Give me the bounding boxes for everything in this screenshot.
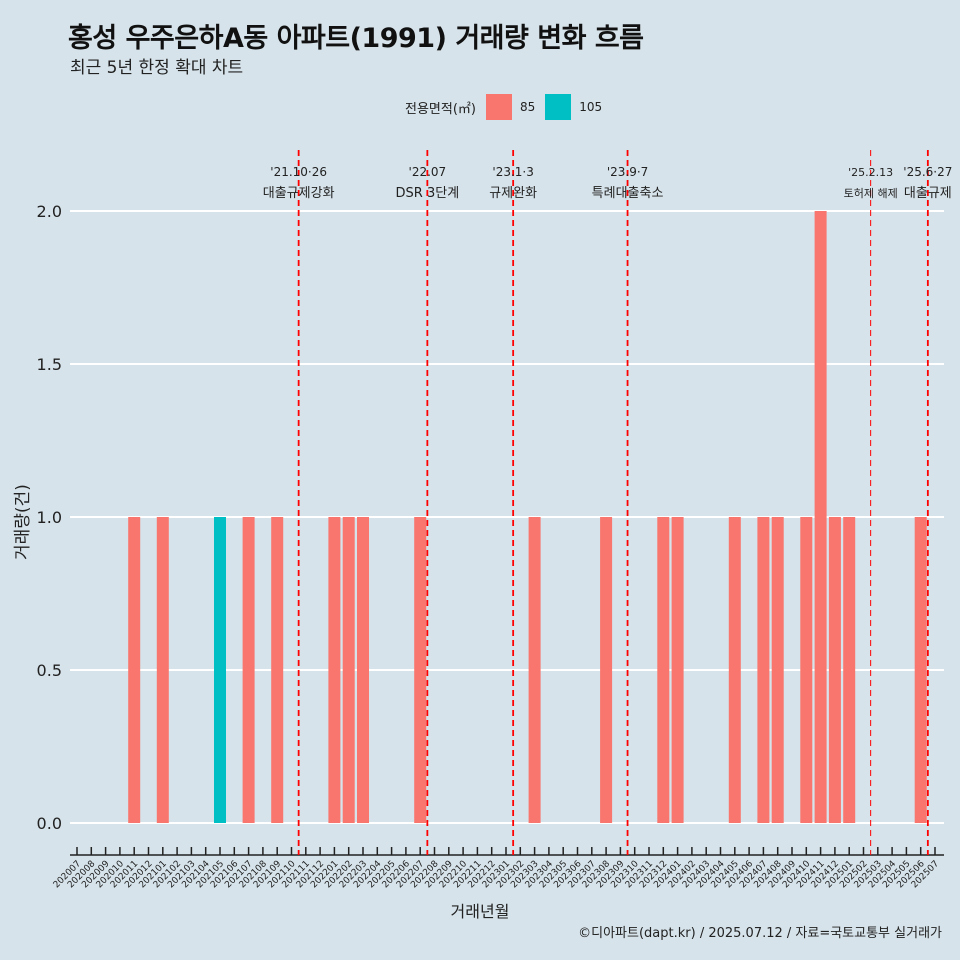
bar-85-202011	[128, 517, 141, 823]
event-date: '25.6·27	[903, 165, 952, 179]
bar-85-202405	[728, 517, 741, 823]
y-axis-label: 거래량(건)	[13, 484, 33, 560]
legend-label-105: 105	[579, 100, 603, 114]
event-label: 대출규제	[904, 186, 952, 201]
bar-85-202107	[242, 517, 255, 823]
bar-85-202201	[328, 517, 341, 823]
event-date: '23.1·3	[492, 165, 533, 179]
bar-85-202408	[771, 517, 784, 823]
chart-subtitle: 최근 5년 한정 확대 차트	[70, 58, 244, 78]
event-date: '21.10·26	[270, 165, 327, 179]
y-tick-label: 0.5	[37, 661, 62, 680]
bar-85-202506	[914, 517, 927, 823]
source-caption: ©디아파트(dapt.kr) / 2025.07.12 / 자료=국토교통부 실…	[578, 926, 942, 941]
y-tick-label: 2.0	[37, 202, 62, 221]
bar-85-202411	[814, 211, 827, 823]
bar-85-202101	[156, 517, 169, 823]
bar-85-202308	[600, 517, 613, 823]
y-tick-label: 1.0	[37, 508, 62, 527]
bar-85-202410	[800, 517, 813, 823]
y-tick-label: 1.5	[37, 355, 62, 374]
chart-title: 홍성 우주은하A동 아파트(1991) 거래량 변화 흐름	[68, 23, 644, 54]
bar-85-202501	[843, 517, 856, 823]
legend-swatch-105	[545, 94, 572, 120]
legend: 전용면적(㎡) 85 105	[405, 92, 612, 122]
event-label: 대출규제강화	[263, 186, 335, 201]
bar-85-202203	[357, 517, 369, 823]
bar-85-202401	[671, 517, 684, 823]
event-label: 규제완화	[489, 186, 537, 201]
legend-label-85: 85	[519, 100, 536, 114]
bar-85-202312	[657, 517, 670, 823]
event-date: '22.07	[409, 165, 447, 179]
event-date: '25.2.13	[848, 166, 893, 179]
legend-swatch-85	[485, 94, 512, 120]
event-date: '23.9·7	[607, 165, 648, 179]
bar-85-202109	[271, 517, 284, 823]
y-tick-label: 0.0	[37, 814, 62, 833]
legend-title: 전용면적(㎡)	[405, 101, 476, 117]
bar-85-202407	[757, 517, 770, 823]
bar-85-202207	[414, 517, 427, 823]
event-label: 토허제 해제	[844, 186, 898, 200]
bar-105-202105	[214, 517, 226, 823]
event-label: DSR 3단계	[396, 186, 460, 201]
x-axis-label: 거래년월	[450, 902, 510, 921]
bar-85-202202	[342, 517, 355, 823]
event-label: 특례대출축소	[592, 186, 664, 201]
bar-85-202303	[528, 517, 541, 823]
bar-85-202412	[828, 517, 841, 823]
